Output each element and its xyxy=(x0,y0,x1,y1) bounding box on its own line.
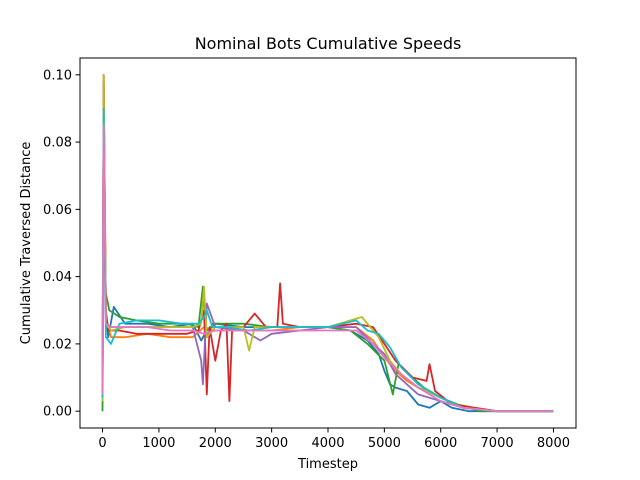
x-axis: 0 1000 2000 3000 4000 5000 6000 7000 8000 xyxy=(98,428,570,451)
y-tick-label: 0.00 xyxy=(43,405,72,420)
x-tick-label: 4000 xyxy=(311,436,344,451)
x-axis-label: Timestep xyxy=(297,457,358,472)
y-axis-label: Cumulative Traversed Distance xyxy=(19,142,34,345)
x-tick-label: 3000 xyxy=(255,436,288,451)
x-tick-label: 0 xyxy=(98,436,106,451)
y-tick-label: 0.08 xyxy=(43,136,72,151)
y-axis: 0.00 0.02 0.04 0.06 0.08 0.10 xyxy=(43,68,80,420)
x-tick-label: 7000 xyxy=(481,436,514,451)
y-tick-label: 0.04 xyxy=(43,270,72,285)
x-tick-label: 1000 xyxy=(142,436,175,451)
chart-title: Nominal Bots Cumulative Speeds xyxy=(195,34,462,53)
x-tick-label: 8000 xyxy=(537,436,570,451)
series-line-8 xyxy=(101,124,554,413)
y-tick-label: 0.06 xyxy=(43,203,72,218)
series-line-3 xyxy=(101,208,554,413)
x-tick-label: 6000 xyxy=(424,436,457,451)
y-tick-label: 0.10 xyxy=(43,68,72,83)
series-layer xyxy=(101,73,554,413)
y-tick-label: 0.02 xyxy=(43,337,72,352)
x-tick-label: 5000 xyxy=(368,436,401,451)
x-tick-label: 2000 xyxy=(199,436,232,451)
series-line-4 xyxy=(101,80,554,413)
